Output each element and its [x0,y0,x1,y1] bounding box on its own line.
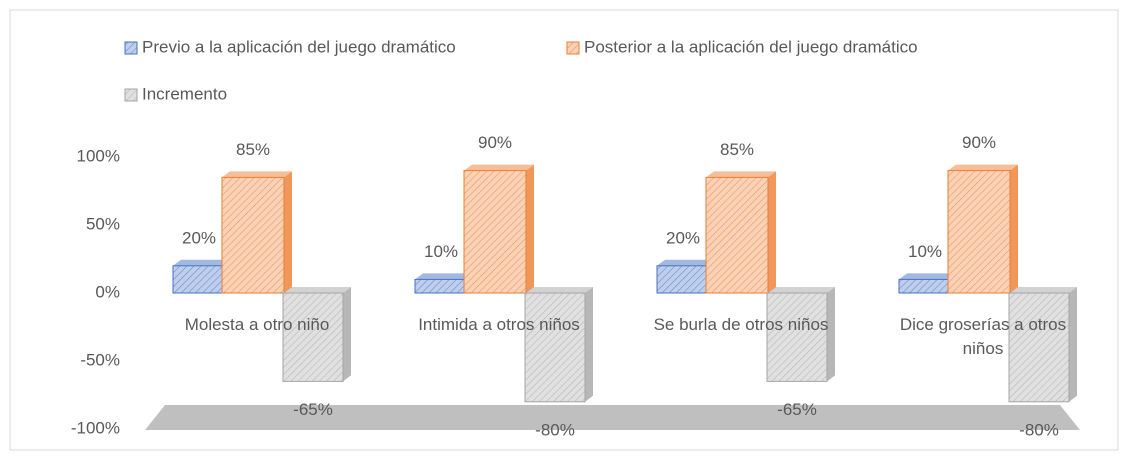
bar [656,265,710,294]
data-label: -65% [777,400,817,419]
bar [414,278,468,294]
bar [705,176,769,294]
data-label: -80% [1019,420,1059,439]
y-tick-label: 0% [95,282,120,301]
bar-top [415,273,475,280]
bar-top [222,171,292,178]
x-tick-label: Intimida a otros niños [418,315,580,334]
bar-top [525,287,593,293]
data-label: 85% [720,140,754,159]
data-label: -80% [535,420,575,439]
bar [898,278,952,294]
x-tick-label: Se burla de otros niños [653,315,829,334]
x-tick-label: Dice groserías a otros niños [899,315,1067,358]
bar [221,176,285,294]
bar [463,170,527,294]
bar-side [1069,287,1077,402]
data-label: 20% [666,228,700,247]
bar-side [827,287,835,382]
bar [766,292,828,382]
bar-side [526,164,534,293]
data-label: 85% [236,140,270,159]
data-label: 10% [424,242,458,261]
floor [145,405,1080,430]
data-label: 90% [962,133,996,152]
bar [1008,292,1070,403]
legend-swatch [566,41,580,55]
y-tick-label: 50% [86,214,120,233]
bar-top [1009,287,1077,293]
y-tick-label: -50% [80,350,120,369]
bar [172,265,226,294]
data-label: 20% [182,228,216,247]
bar-side [585,287,593,402]
legend-swatch [124,88,138,102]
x-tick-label: Molesta a otro niño [184,315,330,334]
bar [947,170,1011,294]
bar [282,292,344,382]
bar [524,292,586,403]
y-tick-label: -100% [71,418,120,437]
bar-top [706,171,776,178]
bar-side [1010,164,1018,293]
bar-top [899,273,959,280]
data-label: 90% [478,133,512,152]
bar-top [173,259,233,266]
bar-side [284,171,292,293]
bar-side [768,171,776,293]
legend-label: Incremento [142,84,227,103]
bar-top [948,164,1018,171]
chart-border [9,9,1119,451]
legend-label: Posterior a la aplicación del juego dram… [584,37,918,56]
bar-top [283,287,351,293]
legend-label: Previo a la aplicación del juego dramáti… [142,37,456,56]
y-tick-label: 100% [77,146,120,165]
bar-top [657,259,717,266]
bar-top [464,164,534,171]
data-label: 10% [908,242,942,261]
bar-side [343,287,351,382]
data-label: -65% [293,400,333,419]
bar-top [767,287,835,293]
legend-swatch [124,41,138,55]
